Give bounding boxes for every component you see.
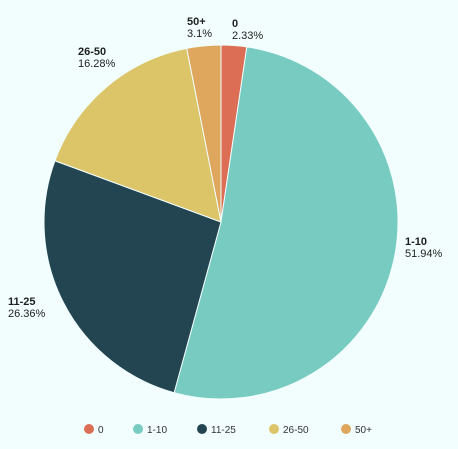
legend-label-1-10: 1-10 (147, 425, 167, 436)
legend-swatch-50plus (341, 424, 351, 434)
legend-label-50plus: 50+ (355, 425, 372, 436)
legend-item-1-10[interactable]: 1-10 (133, 424, 167, 436)
legend-item-11-25[interactable]: 11-25 (197, 424, 236, 436)
legend-label-0: 0 (98, 425, 104, 436)
slice-label-name-50plus: 50+ (187, 16, 206, 28)
slice-label-value-26-50: 16.28% (78, 58, 116, 70)
legend-swatch-11-25 (197, 424, 207, 434)
pie-slices (43, 44, 399, 400)
legend-swatch-26-50 (269, 424, 279, 434)
legend-label-11-25: 11-25 (211, 425, 236, 436)
legend-item-26-50[interactable]: 26-50 (269, 424, 309, 436)
legend-item-50plus[interactable]: 50+ (341, 424, 372, 436)
slice-label-name-26-50: 26-50 (78, 46, 106, 58)
legend-item-0[interactable]: 0 (84, 424, 104, 436)
slice-label-value-11-25: 26.36% (8, 308, 46, 320)
slice-label-name-1-10: 1-10 (405, 236, 427, 248)
pie-slice-50plus (186, 44, 222, 223)
pie-slice-26-50 (54, 47, 222, 223)
legend-swatch-0 (84, 424, 94, 434)
legend-label-26-50: 26-50 (283, 425, 309, 436)
slice-label-name-11-25: 11-25 (8, 296, 36, 308)
legend-swatch-1-10 (133, 424, 143, 434)
slice-label-name-0: 0 (232, 18, 238, 30)
slice-label-value-0: 2.33% (232, 30, 263, 42)
slice-label-value-50plus: 3.1% (187, 28, 212, 40)
legend: 0 1-10 11-25 26-50 50+ (84, 424, 372, 436)
pie-slice-1-10 (173, 46, 399, 400)
slice-label-value-1-10: 51.94% (405, 248, 443, 260)
pie-slice-11-25 (43, 160, 222, 394)
